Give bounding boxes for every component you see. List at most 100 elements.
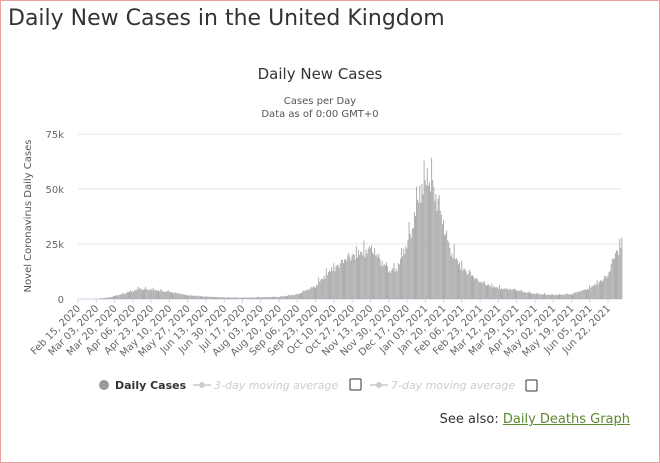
bar[interactable] <box>356 257 358 299</box>
bar[interactable] <box>294 295 296 299</box>
bar[interactable] <box>273 296 275 299</box>
bar[interactable] <box>246 297 248 299</box>
bar[interactable] <box>518 291 520 299</box>
bar[interactable] <box>157 291 158 299</box>
bar[interactable] <box>577 292 579 299</box>
bar[interactable] <box>250 297 252 299</box>
bar[interactable] <box>584 289 586 299</box>
bar[interactable] <box>266 297 268 299</box>
bar[interactable] <box>200 296 201 299</box>
bar[interactable] <box>201 296 203 299</box>
bar[interactable] <box>109 297 111 299</box>
bar[interactable] <box>100 298 101 299</box>
bar[interactable] <box>607 275 609 299</box>
bar[interactable] <box>561 294 563 299</box>
bar[interactable] <box>265 296 267 299</box>
bar[interactable] <box>553 295 555 299</box>
bar[interactable] <box>132 290 134 299</box>
bar[interactable] <box>203 296 205 299</box>
bar[interactable] <box>496 287 498 299</box>
bar[interactable] <box>515 289 516 299</box>
bar[interactable] <box>470 275 472 299</box>
bar[interactable] <box>386 262 387 299</box>
bar[interactable] <box>520 290 522 299</box>
bar[interactable] <box>170 292 172 299</box>
bar[interactable] <box>426 168 428 299</box>
bar[interactable] <box>568 294 570 299</box>
bar[interactable] <box>473 276 475 299</box>
bar[interactable] <box>527 292 529 299</box>
bar[interactable] <box>127 292 129 299</box>
bar[interactable] <box>376 254 378 299</box>
bar[interactable] <box>464 268 466 299</box>
bar[interactable] <box>419 185 421 299</box>
bar[interactable] <box>210 296 212 299</box>
bar[interactable] <box>261 297 263 299</box>
bar[interactable] <box>206 296 208 299</box>
bar[interactable] <box>613 258 615 299</box>
bar[interactable] <box>523 291 525 299</box>
bar[interactable] <box>389 270 391 299</box>
bar[interactable] <box>304 290 306 299</box>
bar[interactable] <box>387 266 389 299</box>
bar[interactable] <box>393 262 395 299</box>
bar[interactable] <box>373 254 375 299</box>
bar[interactable] <box>567 294 569 299</box>
bar[interactable] <box>534 294 536 299</box>
bar[interactable] <box>362 255 364 299</box>
bar[interactable] <box>107 297 109 299</box>
bar[interactable] <box>225 297 227 299</box>
bar[interactable] <box>519 290 521 299</box>
bar[interactable] <box>211 296 213 299</box>
legend-item-3day-average[interactable]: 3-day moving average <box>193 379 338 392</box>
bar[interactable] <box>498 285 500 299</box>
bar[interactable] <box>249 297 251 299</box>
bar[interactable] <box>447 240 449 299</box>
bar[interactable] <box>619 238 621 299</box>
bar[interactable] <box>503 288 505 299</box>
bar[interactable] <box>307 288 309 299</box>
bar[interactable] <box>196 296 198 299</box>
bar[interactable] <box>412 228 414 299</box>
bar[interactable] <box>454 259 456 299</box>
bar[interactable] <box>545 294 547 299</box>
bar[interactable] <box>549 294 551 299</box>
bar[interactable] <box>449 247 451 299</box>
bar[interactable] <box>230 297 232 299</box>
bar[interactable] <box>547 294 549 299</box>
bar[interactable] <box>482 281 484 299</box>
bar[interactable] <box>480 281 482 299</box>
bar[interactable] <box>521 289 523 299</box>
bar[interactable] <box>290 295 292 299</box>
bar[interactable] <box>269 296 271 299</box>
bar[interactable] <box>552 294 554 299</box>
bar[interactable] <box>220 296 222 299</box>
bar[interactable] <box>441 224 443 299</box>
bar[interactable] <box>579 291 581 299</box>
bar[interactable] <box>381 260 383 299</box>
bar[interactable] <box>293 294 295 299</box>
bar[interactable] <box>364 257 366 299</box>
bar[interactable] <box>223 297 225 299</box>
bar[interactable] <box>372 252 373 299</box>
bar[interactable] <box>226 297 228 299</box>
bar[interactable] <box>501 288 502 299</box>
bar[interactable] <box>437 198 439 299</box>
bar[interactable] <box>407 239 409 299</box>
bar[interactable] <box>402 256 404 299</box>
bar[interactable] <box>177 293 179 299</box>
bar[interactable] <box>432 179 434 299</box>
bar[interactable] <box>582 290 584 299</box>
bar[interactable] <box>608 272 610 299</box>
bar[interactable] <box>324 278 326 299</box>
bar[interactable] <box>179 293 181 299</box>
bar[interactable] <box>366 253 368 299</box>
bar[interactable] <box>472 275 473 299</box>
bar[interactable] <box>516 291 518 299</box>
bar[interactable] <box>309 288 311 299</box>
bar[interactable] <box>346 260 348 299</box>
bar[interactable] <box>131 291 133 299</box>
bar[interactable] <box>551 293 553 299</box>
bar[interactable] <box>130 290 132 299</box>
bar[interactable] <box>367 248 369 299</box>
